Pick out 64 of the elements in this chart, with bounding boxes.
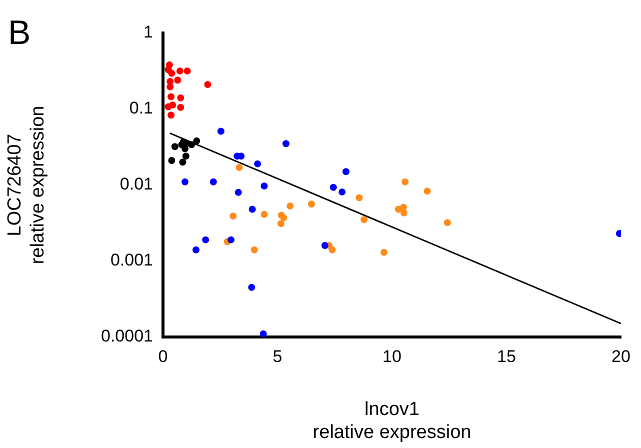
point bbox=[168, 157, 176, 164]
point bbox=[202, 236, 210, 244]
point bbox=[168, 112, 175, 119]
point bbox=[277, 220, 284, 228]
point bbox=[181, 178, 188, 186]
point bbox=[171, 143, 178, 150]
point bbox=[176, 68, 184, 75]
point bbox=[402, 178, 409, 186]
point bbox=[328, 246, 336, 254]
point bbox=[254, 160, 262, 168]
y-tick-label: 0.01 bbox=[120, 174, 153, 194]
point bbox=[400, 204, 407, 211]
point bbox=[424, 188, 431, 195]
point bbox=[248, 284, 256, 291]
point bbox=[188, 141, 196, 148]
point bbox=[204, 81, 212, 88]
point bbox=[169, 101, 176, 108]
point bbox=[342, 168, 350, 176]
point bbox=[217, 128, 224, 135]
point bbox=[179, 158, 186, 166]
point bbox=[356, 194, 363, 202]
point bbox=[360, 216, 368, 224]
point bbox=[260, 182, 268, 190]
point bbox=[177, 94, 184, 102]
point bbox=[250, 246, 258, 254]
point bbox=[308, 200, 315, 208]
point bbox=[228, 236, 235, 244]
x-tick-label: 5 bbox=[272, 346, 282, 366]
y-tick-label: 1 bbox=[144, 22, 153, 42]
point bbox=[182, 152, 190, 160]
x-tick-label: 20 bbox=[612, 346, 630, 366]
point bbox=[193, 137, 200, 144]
point bbox=[400, 209, 408, 216]
point bbox=[230, 212, 237, 220]
point bbox=[174, 76, 182, 84]
y-axis-title: LOC726407 relative expression bbox=[4, 106, 48, 264]
y-tick-label: 0.0001 bbox=[101, 326, 153, 346]
point bbox=[236, 164, 243, 171]
point bbox=[248, 206, 256, 213]
point bbox=[260, 330, 267, 337]
point bbox=[168, 93, 175, 100]
point bbox=[168, 70, 176, 77]
point bbox=[280, 214, 288, 222]
y-tick-label: 0.1 bbox=[129, 98, 153, 118]
point bbox=[177, 104, 184, 111]
point bbox=[184, 68, 191, 75]
point bbox=[321, 242, 328, 249]
point bbox=[210, 178, 217, 186]
x-tick-label: 10 bbox=[382, 346, 402, 366]
point bbox=[330, 184, 337, 191]
point bbox=[192, 246, 200, 254]
point bbox=[282, 140, 290, 148]
point bbox=[166, 83, 174, 90]
point bbox=[444, 219, 451, 226]
text: B bbox=[8, 14, 31, 52]
x-tick-label: 15 bbox=[497, 346, 516, 366]
x-tick-label: 0 bbox=[158, 346, 168, 366]
point bbox=[338, 188, 346, 196]
point bbox=[286, 202, 294, 210]
x-axis-title: lncov1 relative expression bbox=[312, 399, 472, 443]
y-tick-label: 0.001 bbox=[110, 250, 153, 270]
point bbox=[380, 248, 388, 256]
point bbox=[234, 188, 242, 196]
point bbox=[260, 210, 268, 218]
